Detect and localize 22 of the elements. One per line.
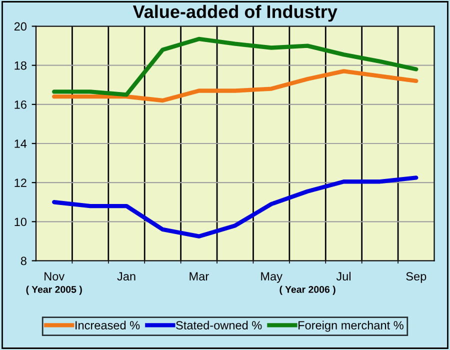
y-tick-label: 14 [14, 140, 27, 148]
x-tick-label: May [261, 272, 282, 283]
x-tick-label: Mar [190, 272, 209, 281]
y-tick-label: 12 [14, 178, 26, 187]
line-series [52, 36, 418, 97]
text: ( Year 2006 ) [280, 286, 336, 295]
y-tick-label: 16 [14, 100, 26, 109]
y-tick-label: 10 [14, 218, 27, 226]
x-tick-label: Jul [336, 272, 350, 281]
y-tick-label: 20 [14, 22, 27, 31]
line-series [52, 69, 418, 103]
legend-label: Stated-owned % [176, 320, 262, 330]
legend-label: Foreign merchant % [298, 320, 404, 332]
line-series [52, 176, 418, 238]
chart-title: Value-added of Industry [132, 4, 338, 22]
text: ( Year 2005 ) [26, 286, 82, 295]
y-tick-label: 18 [14, 61, 26, 70]
x-tick-label: Nov [44, 272, 65, 281]
y-tick-label: 8 [20, 256, 26, 266]
x-tick-label: Jan [117, 272, 136, 281]
legend-label: Increased % [76, 320, 140, 330]
x-tick-label: Sep [406, 272, 426, 283]
